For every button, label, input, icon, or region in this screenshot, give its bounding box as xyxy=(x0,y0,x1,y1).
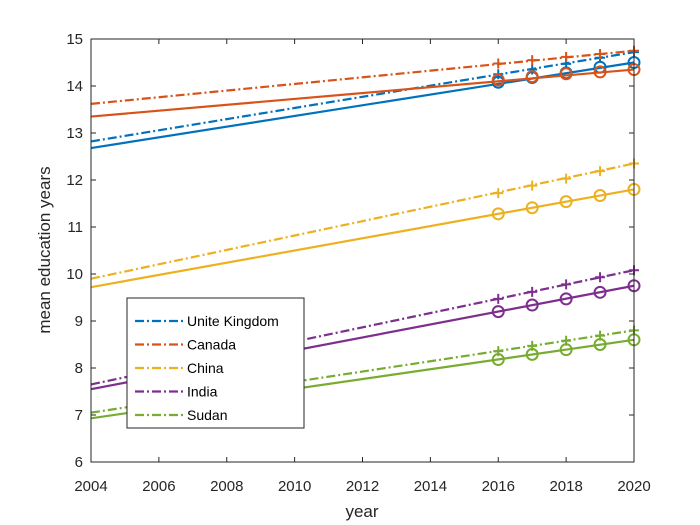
plus-marker xyxy=(595,166,606,177)
x-tick-label: 2012 xyxy=(346,478,379,495)
x-tick-label: 2018 xyxy=(549,478,582,495)
plus-marker xyxy=(595,272,606,283)
series-dashed-line xyxy=(90,51,635,143)
x-tick-label: 2020 xyxy=(617,478,650,495)
plus-marker xyxy=(527,64,538,75)
circle-marker xyxy=(491,207,505,221)
plus-marker xyxy=(561,335,572,346)
circle-marker xyxy=(525,70,539,84)
x-tick-label: 2010 xyxy=(278,478,311,495)
series-canada xyxy=(90,45,641,118)
circle-marker xyxy=(593,65,607,79)
y-tick-label: 14 xyxy=(66,78,83,95)
x-axis-title: year xyxy=(345,502,378,521)
x-tick-label: 2006 xyxy=(142,478,175,495)
legend-box xyxy=(126,297,305,429)
plus-marker xyxy=(527,180,538,191)
plus-marker xyxy=(493,188,504,199)
y-tick-label: 6 xyxy=(75,454,83,471)
plus-marker xyxy=(595,330,606,341)
legend-label: Unite Kingdom xyxy=(187,313,279,329)
y-tick-label: 7 xyxy=(75,407,83,424)
y-tick-label: 10 xyxy=(66,266,83,283)
circle-marker xyxy=(559,292,573,306)
circle-marker xyxy=(593,189,607,203)
legend-items: Unite Kingdom Canada China India Sudan xyxy=(135,313,279,423)
series-solid-line xyxy=(90,188,635,289)
legend-label: Canada xyxy=(187,337,236,353)
circle-marker xyxy=(593,285,607,299)
circle-marker xyxy=(525,201,539,215)
plus-marker xyxy=(595,49,606,60)
circle-marker xyxy=(559,195,573,209)
plus-marker xyxy=(561,279,572,290)
y-axis-title: mean education years xyxy=(35,166,54,333)
circle-marker xyxy=(525,298,539,312)
y-tick-label: 9 xyxy=(75,313,83,330)
legend-label: India xyxy=(187,384,218,400)
x-tick-label: 2008 xyxy=(210,478,243,495)
plus-marker xyxy=(527,286,538,297)
plus-marker xyxy=(493,293,504,304)
series-dashed-line xyxy=(90,162,635,280)
plus-marker xyxy=(527,340,538,351)
plus-marker xyxy=(561,173,572,184)
circle-marker xyxy=(559,67,573,81)
plus-marker xyxy=(561,51,572,62)
circle-marker xyxy=(491,305,505,319)
series-dashed-line xyxy=(90,49,635,105)
x-tick-label: 2014 xyxy=(414,478,447,495)
y-tick-label: 13 xyxy=(66,125,83,142)
circle-marker xyxy=(491,73,505,87)
y-tick-label: 12 xyxy=(66,172,83,189)
plus-marker xyxy=(493,58,504,69)
x-tick-label: 2016 xyxy=(482,478,515,495)
ticks-layer: 2004 2006 2008 2010 2012 2014 2016 2018 2020 6 7 8 9… xyxy=(66,31,650,495)
plus-marker xyxy=(493,346,504,357)
y-tick-label: 8 xyxy=(75,360,83,377)
series-china xyxy=(90,158,641,289)
y-tick-label: 11 xyxy=(67,219,83,236)
plus-marker xyxy=(527,55,538,66)
series-solid-line xyxy=(90,68,635,118)
y-tick-label: 15 xyxy=(66,31,83,48)
legend: Unite Kingdom Canada China India Sudan xyxy=(126,297,305,429)
legend-label: Sudan xyxy=(187,407,227,423)
x-tick-label: 2004 xyxy=(74,478,107,495)
legend-label: China xyxy=(187,360,224,376)
